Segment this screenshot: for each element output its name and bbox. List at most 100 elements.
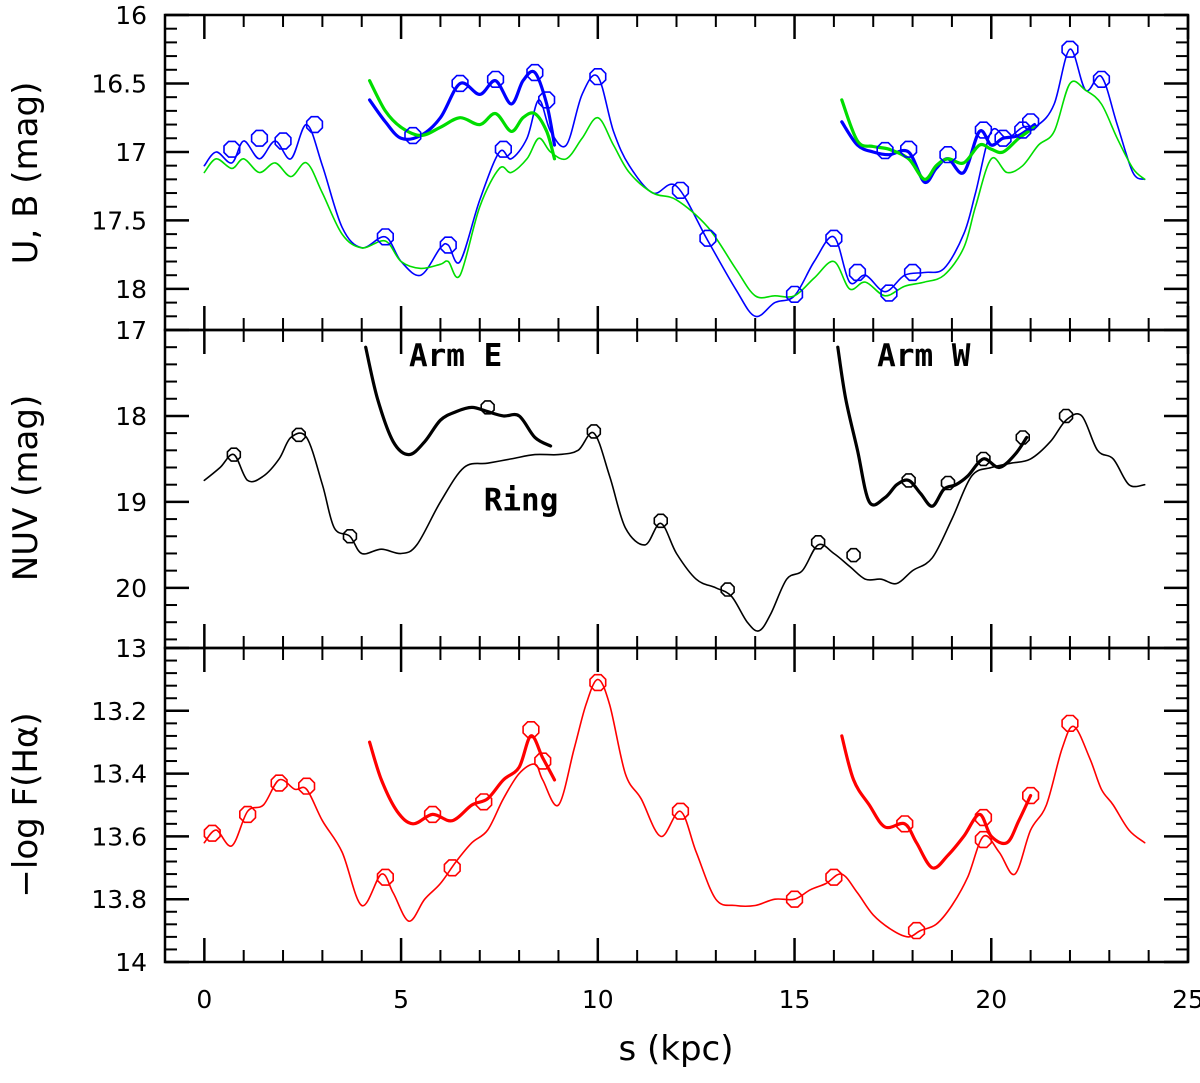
series-u-arm-e — [368, 69, 557, 147]
data-point — [974, 830, 993, 849]
panel-ha: 13 13.2 13.4 13.6 13.8 14 −log F(Hα) — [6, 634, 1190, 977]
x-tick-label: 15 — [779, 985, 811, 1014]
data-point — [486, 70, 505, 88]
y-tick-label: 17 — [115, 138, 147, 167]
data-point — [534, 752, 552, 770]
x-tick-label: 0 — [196, 985, 212, 1014]
y-tick-label: 16.5 — [91, 69, 147, 98]
series-nuv-arm-e — [364, 345, 553, 457]
data-point — [699, 229, 717, 247]
data-point — [810, 534, 826, 550]
data-point — [720, 582, 735, 597]
annotation-arm-w: Arm W — [877, 338, 971, 374]
data-point — [223, 140, 241, 158]
y-tick-label: 13.4 — [91, 760, 147, 789]
data-point — [239, 805, 257, 824]
data-point — [250, 129, 269, 147]
data-point — [522, 720, 540, 739]
data-point — [974, 808, 993, 827]
data-point — [586, 424, 602, 439]
data-point — [589, 68, 607, 86]
panel-frame — [163, 328, 1190, 650]
data-point — [480, 400, 495, 415]
data-point — [896, 815, 914, 833]
data-point — [846, 547, 861, 563]
data-point — [994, 129, 1012, 147]
data-point — [653, 513, 669, 529]
data-point — [537, 91, 556, 109]
data-point — [671, 181, 690, 199]
x-axis-title: s (kpc) — [618, 1029, 733, 1069]
y-tick-label: 17 — [115, 316, 147, 345]
data-point — [974, 121, 993, 139]
data-point — [226, 447, 242, 462]
data-point — [903, 263, 922, 282]
y-tick-label: 13.8 — [91, 885, 147, 914]
data-point — [589, 673, 607, 692]
y-axis-title-nuv: NUV (mag) — [6, 395, 46, 581]
data-point — [1058, 408, 1074, 424]
annotation-arm-e: Arm E — [409, 338, 502, 374]
data-point — [270, 774, 288, 792]
data-point — [1021, 113, 1040, 131]
panels: 16 16.5 17 17.5 18 U, B (mag) 17 18 19 20 NUV (mag… — [6, 1, 1200, 1014]
data-point — [1061, 40, 1079, 58]
series-nuv-ring — [203, 413, 1146, 632]
data-point — [526, 63, 544, 82]
data-point — [901, 473, 916, 488]
series-nuv-arm-w — [836, 345, 1029, 508]
data-point — [404, 126, 422, 145]
data-point — [899, 140, 918, 158]
x-tick-label: 20 — [975, 985, 1007, 1014]
data-point — [876, 141, 894, 160]
data-point — [443, 859, 461, 877]
y-axis-title-ha: −log F(Hα) — [6, 712, 46, 897]
data-point — [376, 228, 395, 246]
data-point — [825, 229, 843, 247]
data-point — [342, 528, 358, 544]
data-point — [671, 802, 690, 820]
series-ha-arm-e — [368, 734, 557, 826]
data-point — [203, 824, 221, 842]
y-tick-label: 18 — [115, 402, 147, 431]
data-point — [494, 140, 513, 158]
y-tick-label: 13.2 — [91, 697, 147, 726]
series-ha-arm-w — [840, 734, 1033, 870]
series-u-ring — [203, 48, 1146, 318]
data-point — [1021, 786, 1040, 805]
data-point — [451, 74, 469, 93]
y-tick-label: 20 — [115, 574, 147, 603]
panel-frame — [163, 13, 1190, 332]
data-point — [439, 236, 457, 254]
annotation-ring: Ring — [484, 482, 559, 518]
data-point — [1092, 70, 1111, 88]
x-tick-label: 5 — [393, 985, 409, 1014]
data-point — [825, 868, 843, 886]
data-point — [1014, 121, 1032, 139]
y-tick-label: 17.5 — [91, 206, 147, 235]
x-tick-label: 25 — [1172, 985, 1200, 1014]
y-tick-label: 18 — [115, 275, 147, 304]
y-tick-label: 13 — [115, 634, 147, 663]
data-point — [939, 146, 957, 164]
panel-ub: 16 16.5 17 17.5 18 U, B (mag) — [6, 1, 1190, 332]
data-point — [376, 868, 395, 886]
y-tick-label: 16 — [115, 1, 147, 30]
panel-nuv: 17 18 19 20 NUV (mag) — [6, 316, 1190, 650]
series-b-arm-e — [368, 79, 557, 161]
data-point — [291, 427, 307, 443]
x-tick-label: 10 — [582, 985, 614, 1014]
data-point — [274, 132, 292, 150]
data-point — [475, 793, 493, 811]
series-b-arm-w — [840, 98, 1037, 181]
data-point — [1061, 714, 1079, 733]
data-point — [785, 285, 804, 304]
series-b-ring — [203, 80, 1146, 299]
data-point — [848, 263, 867, 282]
data-point — [297, 777, 316, 795]
data-point — [976, 451, 991, 467]
y-tick-label: 14 — [115, 948, 147, 977]
series-ha-ring — [203, 678, 1146, 938]
data-point — [305, 115, 324, 134]
y-tick-label: 13.6 — [91, 822, 147, 851]
